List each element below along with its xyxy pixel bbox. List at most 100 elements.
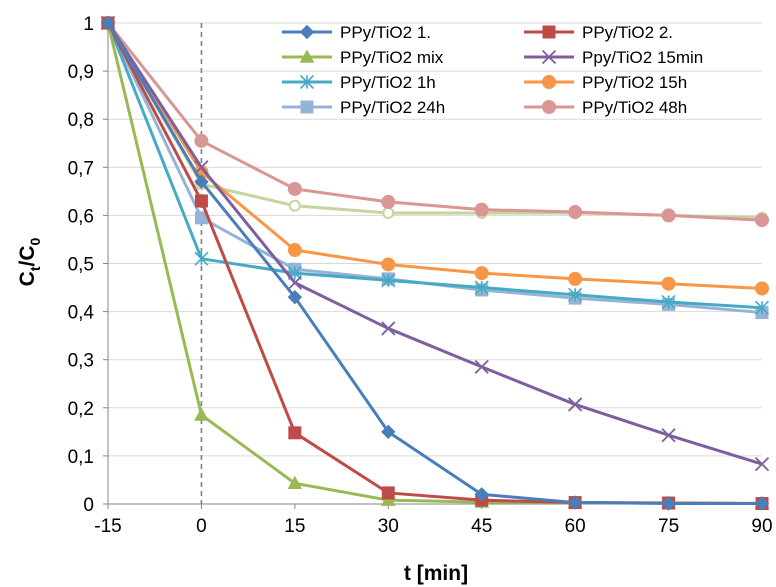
x-tick-label: 15 xyxy=(284,516,305,537)
data-point xyxy=(381,486,395,500)
marker-stroke xyxy=(661,428,676,443)
legend-item: Ppy/TiO2 15min xyxy=(524,48,703,67)
x-tick-label: -15 xyxy=(94,516,121,537)
data-point xyxy=(380,492,396,506)
data-point xyxy=(568,205,583,220)
data-point xyxy=(381,321,396,336)
series-line xyxy=(106,22,763,466)
legend-item: PPy/TiO2 2. xyxy=(524,23,673,42)
y-tick-label: 0,7 xyxy=(68,158,94,179)
y-tick-labels: 0 0,1 0,2 0,3 0,4 0,5 0,6 0,7 0,8 0,9 1 xyxy=(68,14,95,516)
legend-label: Ppy/TiO2 15min xyxy=(582,48,703,67)
marker-stroke xyxy=(287,275,302,290)
data-point xyxy=(474,202,489,217)
x-tick-label: 0 xyxy=(196,516,207,537)
data-point xyxy=(568,271,583,286)
data-point xyxy=(474,266,489,281)
data-point xyxy=(382,206,395,219)
data-point xyxy=(661,428,676,443)
axes xyxy=(107,23,763,509)
legend-item: PPy/TiO2 1h xyxy=(282,73,436,92)
y-tick-label: 0,9 xyxy=(68,62,94,83)
data-point xyxy=(661,496,676,511)
x-axis-title: t [min] xyxy=(404,562,468,585)
legend-label: PPy/TiO2 24h xyxy=(340,98,445,117)
legend-label: PPy/TiO2 48h xyxy=(582,98,687,117)
data-point xyxy=(661,208,676,223)
data-point xyxy=(194,251,209,266)
data-point xyxy=(381,194,396,209)
legend-item: PPy/TiO2 mix xyxy=(282,48,444,67)
marker-stroke xyxy=(381,321,396,336)
data-point xyxy=(381,424,396,440)
data-point xyxy=(287,275,302,290)
marker-stroke xyxy=(541,49,557,65)
legend-swatch-marker xyxy=(542,100,556,114)
y-tick-label: 1 xyxy=(83,14,94,35)
legend-label: PPy/TiO2 15h xyxy=(582,73,687,92)
data-point xyxy=(194,133,209,148)
data-point xyxy=(568,287,583,302)
x-tick-label: 45 xyxy=(471,516,492,537)
y-tick-label: 0,5 xyxy=(68,255,94,276)
y-tick-label: 0,4 xyxy=(68,303,95,324)
data-point xyxy=(287,289,303,305)
data-point xyxy=(287,181,302,196)
series-line xyxy=(106,22,762,506)
data-point xyxy=(287,475,303,490)
x-tick-labels: -15 0 15 30 45 60 75 90 xyxy=(94,516,772,537)
series-0 xyxy=(100,15,770,511)
data-point xyxy=(194,194,208,208)
data-point xyxy=(287,243,302,258)
y-axis-title-sub2: 0 xyxy=(27,237,43,245)
y-tick-label: 0,2 xyxy=(68,399,94,420)
marker-stroke xyxy=(754,456,770,472)
legend-swatch-marker xyxy=(299,24,315,40)
legend-label: PPy/TiO2 1h xyxy=(340,73,436,92)
legend-label: PPy/TiO2 1. xyxy=(340,23,431,42)
series-4 xyxy=(100,15,770,315)
y-axis-title: Ct/C0 xyxy=(16,237,43,286)
data-point xyxy=(194,174,209,189)
data-point xyxy=(474,487,489,502)
y-tick-label: 0,1 xyxy=(68,447,94,468)
data-point xyxy=(381,273,396,288)
legend-item: PPy/TiO2 48h xyxy=(524,98,687,117)
data-point xyxy=(754,300,770,315)
marker-stroke xyxy=(474,359,489,375)
data-point xyxy=(754,456,770,472)
x-tick-label: 90 xyxy=(751,516,772,537)
series-line xyxy=(106,22,763,222)
data-point xyxy=(755,213,769,228)
legend-item: PPy/TiO2 1. xyxy=(282,23,431,42)
data-point xyxy=(194,407,209,421)
data-point xyxy=(755,281,769,296)
legend-item: PPy/TiO2 24h xyxy=(282,98,445,117)
legend-swatch-marker xyxy=(542,75,556,89)
data-point xyxy=(474,280,489,295)
x-tick-label: 75 xyxy=(658,516,679,537)
data-point xyxy=(567,495,583,510)
legend-swatch-marker xyxy=(299,49,315,63)
data-point xyxy=(661,276,676,291)
data-point xyxy=(288,199,301,212)
legend-swatch-marker xyxy=(299,74,315,90)
x-tick-label: 30 xyxy=(378,516,399,537)
data-point xyxy=(100,15,116,31)
y-tick-label: 0 xyxy=(83,495,94,516)
legend: PPy/TiO2 1. PPy/TiO2 2. PPy/TiO2 mix Ppy/Ti… xyxy=(282,23,703,117)
legend-swatch-marker xyxy=(300,100,314,114)
series-line xyxy=(106,22,763,310)
data-point xyxy=(754,496,770,511)
legend-label: PPy/TiO2 2. xyxy=(582,23,673,42)
y-axis-title-main: C xyxy=(16,271,39,286)
marker-stroke xyxy=(568,397,583,412)
data-point xyxy=(568,397,583,412)
legend-item: PPy/TiO2 15h xyxy=(524,73,687,92)
y-tick-label: 0,8 xyxy=(68,110,94,131)
data-point xyxy=(661,294,676,310)
legend-label: PPy/TiO2 mix xyxy=(340,48,444,67)
data-point xyxy=(381,257,396,272)
legend-swatch-marker xyxy=(541,49,557,65)
